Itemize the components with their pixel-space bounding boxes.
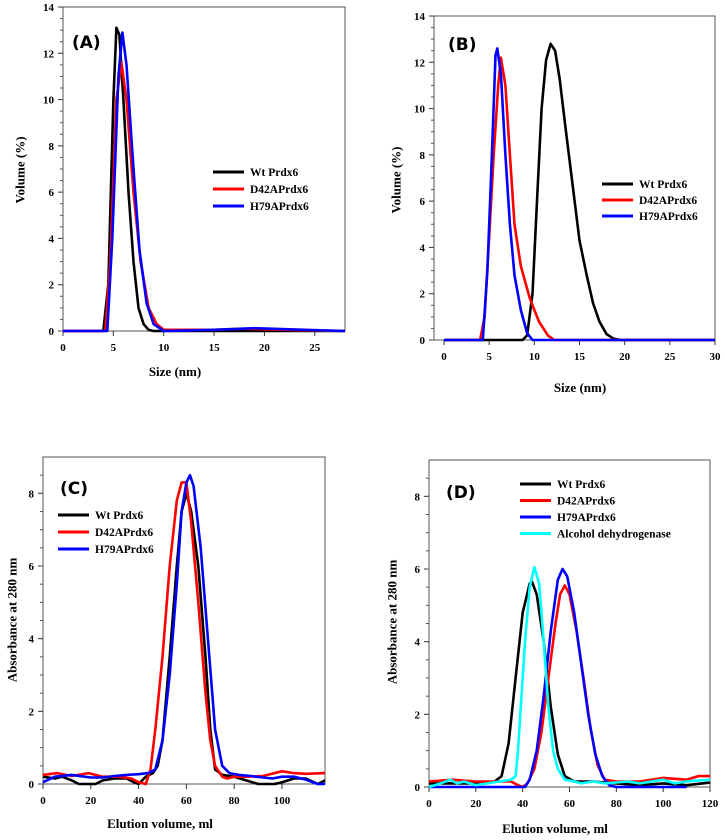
x-tick-label: 10 — [529, 351, 541, 363]
x-tick-label: 20 — [470, 798, 482, 810]
y-axis-label: Volume (%) — [389, 146, 404, 213]
x-tick-label: 0 — [60, 342, 66, 354]
legend-label: Wt Prdx6 — [557, 479, 605, 491]
x-tick-label: 40 — [517, 798, 529, 810]
chart-panel-b: 0 2 4 6 8 10 12 14 0 5 10 15 20 25 30 Size (nm) Volume (… — [389, 11, 721, 395]
y-tick-label: 0 — [29, 779, 35, 791]
y-tick-label: 10 — [414, 104, 426, 116]
y-tick-label: 6 — [49, 187, 55, 199]
y-axis-label: Absorbance at 280 nm — [385, 560, 400, 685]
y-tick-label: 6 — [420, 196, 426, 208]
y-tick-label: 6 — [415, 564, 421, 576]
plot-frame — [62, 6, 346, 332]
y-tick-label: 8 — [420, 150, 426, 162]
legend-label: H79APrdx6 — [639, 211, 698, 223]
series-line-2 — [42, 473, 325, 786]
y-tick-label: 0 — [420, 335, 426, 347]
chart-panel-a: 0 2 4 6 8 10 12 14 0 5 10 15 20 25 Size (nm) Volume (%)… — [13, 2, 346, 379]
series-line-0 — [63, 26, 345, 333]
plot-frame — [433, 15, 716, 341]
legend-label: H79APrdx6 — [250, 201, 309, 213]
series-line-0 — [429, 580, 711, 787]
legend-label: Wt Prdx6 — [95, 510, 143, 522]
x-tick-label: 100 — [274, 795, 291, 807]
y-tick-label: 0 — [49, 326, 55, 338]
y-tick-label: 8 — [415, 491, 421, 503]
x-axis-label: Elution volume, ml — [502, 821, 608, 836]
x-tick-label: 20 — [259, 342, 271, 354]
legend-label: Wt Prdx6 — [250, 167, 298, 179]
y-tick-label: 2 — [29, 706, 35, 718]
x-tick-label: 0 — [441, 351, 447, 363]
y-tick-label: 2 — [420, 289, 426, 301]
legend-label: D42APrdx6 — [639, 195, 697, 207]
y-tick-label: 4 — [420, 242, 426, 254]
x-tick-label: 80 — [229, 795, 241, 807]
x-tick-label: 120 — [702, 798, 719, 810]
x-tick-label: 40 — [133, 795, 145, 807]
legend-label: Wt Prdx6 — [639, 179, 687, 191]
series-line-2 — [444, 47, 715, 342]
plot-frame — [428, 459, 711, 788]
y-tick-label: 4 — [29, 634, 35, 646]
x-tick-label: 0 — [40, 795, 46, 807]
y-tick-label: 4 — [415, 637, 421, 649]
y-tick-label: 8 — [49, 141, 55, 153]
series-line-2 — [63, 31, 346, 333]
series-line-1 — [428, 584, 710, 789]
y-tick-label: 2 — [49, 280, 55, 292]
x-tick-label: 0 — [426, 798, 432, 810]
y-tick-label: 8 — [29, 488, 35, 500]
legend-label: D42APrdx6 — [250, 184, 308, 196]
x-tick-label: 60 — [181, 795, 193, 807]
series-line-3 — [428, 565, 711, 789]
x-tick-label: 80 — [611, 798, 623, 810]
series-line-0 — [444, 42, 715, 342]
panel-label: (B) — [448, 35, 477, 55]
series-line-1 — [63, 61, 346, 333]
y-axis-label: Volume (%) — [13, 136, 28, 203]
legend-label: H79APrdx6 — [95, 544, 154, 556]
y-tick-label: 10 — [43, 95, 55, 107]
legend-label: Alcohol dehydrogenase — [557, 529, 671, 541]
x-tick-label: 10 — [158, 342, 170, 354]
x-tick-label: 5 — [111, 342, 117, 354]
x-tick-label: 60 — [564, 798, 576, 810]
x-axis-label: Size (nm) — [149, 364, 201, 379]
panel-label: (D) — [446, 483, 476, 503]
series-line-1 — [42, 481, 326, 786]
x-tick-label: 15 — [209, 342, 221, 354]
y-tick-label: 14 — [414, 11, 426, 23]
x-tick-label: 25 — [664, 351, 676, 363]
x-tick-label: 25 — [309, 342, 321, 354]
legend-label: H79APrdx6 — [557, 512, 616, 524]
y-axis-label: Absorbance at 280 nm — [5, 558, 20, 683]
x-tick-label: 15 — [574, 351, 586, 363]
y-tick-label: 6 — [29, 561, 35, 573]
y-tick-label: 2 — [415, 709, 421, 721]
x-tick-label: 30 — [710, 351, 722, 363]
series-line-2 — [429, 567, 687, 789]
y-tick-label: 0 — [415, 782, 421, 794]
x-axis-label: Elution volume, ml — [107, 816, 213, 831]
y-tick-label: 12 — [43, 48, 55, 60]
x-tick-label: 100 — [655, 798, 672, 810]
y-tick-label: 12 — [414, 57, 426, 69]
y-tick-label: 14 — [43, 2, 55, 14]
x-tick-label: 20 — [619, 351, 631, 363]
panel-label: (C) — [60, 479, 88, 499]
x-tick-label: 5 — [486, 351, 492, 363]
x-axis-label: Size (nm) — [554, 380, 606, 395]
y-tick-label: 4 — [49, 233, 55, 245]
legend-label: D42APrdx6 — [95, 527, 153, 539]
series-line-0 — [42, 492, 326, 786]
panel-label: (A) — [72, 33, 101, 53]
legend-label: D42APrdx6 — [557, 496, 615, 508]
x-tick-label: 20 — [85, 795, 97, 807]
